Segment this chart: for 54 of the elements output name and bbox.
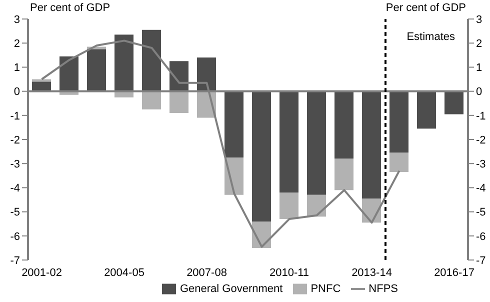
y2-tick-label: 0	[476, 86, 482, 98]
y2-tick-label: -1	[476, 110, 486, 122]
x-tick-label: 2013-14	[352, 266, 392, 279]
bar	[114, 34, 134, 92]
bar	[280, 192, 298, 220]
y2-tick-label: 2	[476, 38, 482, 50]
bar	[197, 58, 216, 92]
y2-tick-label: 3	[476, 14, 482, 26]
y-tick-label: -2	[10, 134, 20, 146]
legend-label: General Government	[180, 282, 283, 295]
bar	[390, 91, 408, 153]
bar	[444, 91, 464, 114]
bar	[224, 91, 244, 158]
bar	[334, 91, 354, 159]
y-axis-title: Per cent of GDP	[30, 2, 110, 14]
bar	[307, 91, 326, 195]
y-tick-label: 2	[14, 38, 20, 50]
bar	[142, 30, 161, 92]
bar	[280, 91, 298, 193]
x-tick-label: 2007-08	[186, 266, 227, 279]
bar	[334, 158, 354, 190]
y2-tick-label: -5	[476, 206, 486, 219]
bar	[142, 91, 161, 110]
bar	[87, 49, 106, 92]
bar	[417, 91, 436, 129]
y-tick-label: 1	[14, 62, 20, 74]
bar	[362, 91, 381, 199]
x-tick-label: 2004-05	[104, 266, 144, 279]
y-tick-label: 3	[14, 14, 20, 26]
bar	[170, 91, 188, 113]
y2-tick-label: -6	[476, 230, 486, 243]
bar	[390, 152, 408, 172]
y2-tick-label: -3	[476, 158, 486, 171]
y-tick-label: -7	[10, 254, 20, 267]
y2-tick-label: 1	[476, 62, 482, 74]
bar	[60, 56, 78, 92]
y-tick-label: -5	[10, 206, 20, 219]
y2-axis-title: Per cent of GDP	[386, 2, 466, 14]
y2-tick-label: -7	[476, 254, 486, 267]
y-tick-label: 0	[14, 86, 20, 98]
y-tick-label: -6	[10, 230, 20, 243]
legend-label: PNFC	[310, 282, 341, 295]
x-tick-label: 2016-17	[434, 266, 474, 279]
y-tick-label: -4	[10, 182, 20, 195]
y-tick-label: -3	[10, 158, 20, 171]
bar	[252, 91, 271, 222]
x-tick-label: 2010-11	[269, 266, 310, 279]
annotation: Estimates	[406, 31, 455, 43]
legend-label: NFPS	[368, 282, 398, 295]
x-tick-label: 2001-02	[22, 266, 62, 279]
y2-tick-label: -2	[476, 134, 486, 146]
bar	[32, 82, 51, 92]
y2-tick-label: -4	[476, 182, 486, 195]
y-tick-label: -1	[10, 110, 20, 122]
